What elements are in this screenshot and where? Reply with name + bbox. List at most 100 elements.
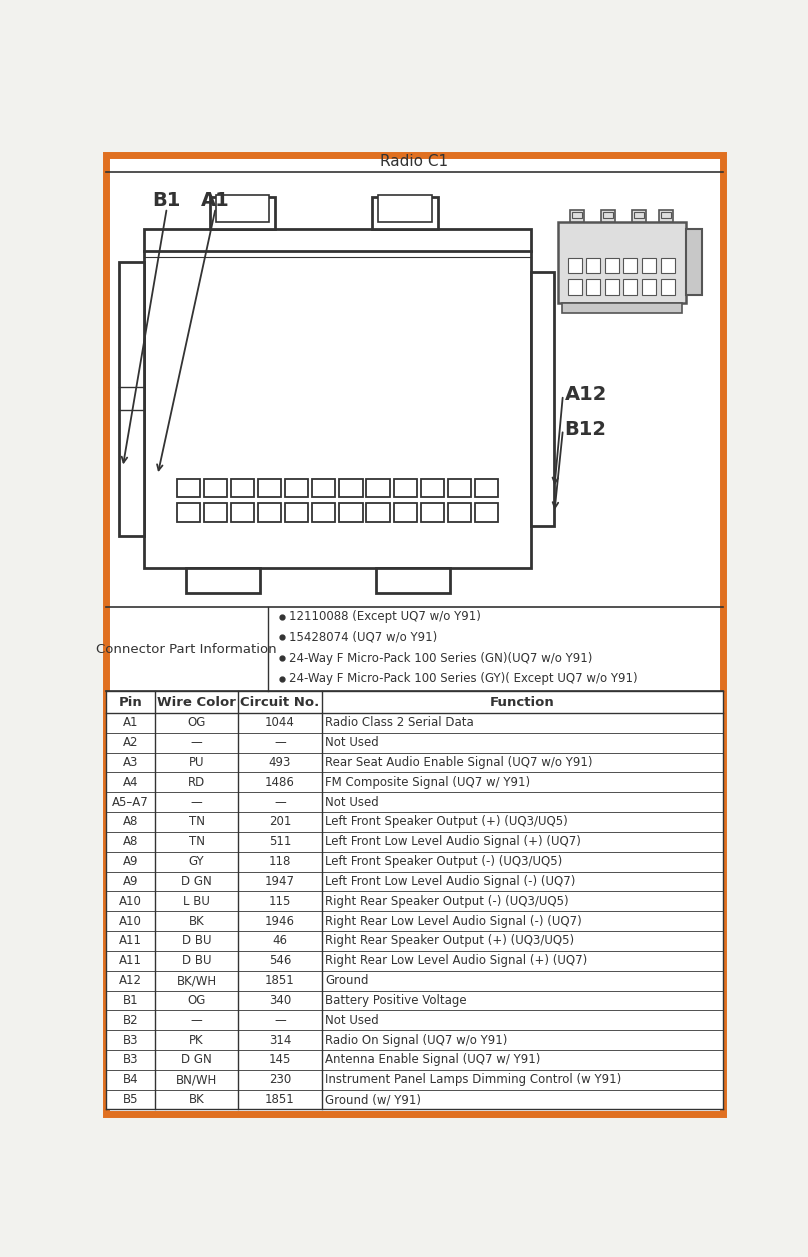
Bar — [258, 479, 281, 498]
Text: Battery Positive Voltage: Battery Positive Voltage — [326, 994, 467, 1007]
Text: Left Front Low Level Audio Signal (-) (UQ7): Left Front Low Level Audio Signal (-) (U… — [326, 875, 576, 887]
Bar — [187, 568, 260, 593]
Bar — [558, 221, 686, 303]
Bar — [216, 196, 269, 221]
Text: A2: A2 — [123, 737, 138, 749]
Text: Not Used: Not Used — [326, 796, 379, 808]
Text: B5: B5 — [123, 1094, 138, 1106]
Bar — [312, 479, 335, 498]
Text: A12: A12 — [119, 974, 142, 987]
Text: GY: GY — [189, 855, 204, 869]
Text: 1851: 1851 — [265, 1094, 295, 1106]
Text: B1: B1 — [123, 994, 138, 1007]
Bar — [106, 871, 722, 891]
Text: D BU: D BU — [182, 934, 212, 948]
Text: 24-Way F Micro-Pack 100 Series (GN)(UQ7 w/o Y91): 24-Way F Micro-Pack 100 Series (GN)(UQ7 … — [289, 651, 593, 665]
Text: L BU: L BU — [183, 895, 210, 908]
Bar — [686, 229, 701, 295]
Text: 15428074 (UQ7 w/o Y91): 15428074 (UQ7 w/o Y91) — [289, 631, 438, 644]
Text: Right Rear Low Level Audio Signal (+) (UQ7): Right Rear Low Level Audio Signal (+) (U… — [326, 954, 587, 968]
Bar — [106, 713, 722, 733]
Bar — [106, 991, 722, 1011]
Bar — [106, 772, 722, 792]
Bar — [258, 504, 281, 522]
Text: Pin: Pin — [119, 695, 142, 709]
Text: A1: A1 — [123, 716, 138, 729]
Text: TN: TN — [188, 816, 204, 828]
Text: BK/WH: BK/WH — [177, 974, 217, 987]
Text: Ground (w/ Y91): Ground (w/ Y91) — [326, 1094, 422, 1106]
Bar — [339, 479, 363, 498]
Text: 314: 314 — [269, 1033, 291, 1047]
Bar — [378, 196, 432, 221]
Text: 12110088 (Except UQ7 w/o Y91): 12110088 (Except UQ7 w/o Y91) — [289, 610, 482, 623]
Bar — [106, 931, 722, 950]
Bar — [106, 1031, 722, 1050]
Text: —: — — [274, 737, 286, 749]
Text: Radio On Signal (UQ7 w/o Y91): Radio On Signal (UQ7 w/o Y91) — [326, 1033, 507, 1047]
Text: Circuit No.: Circuit No. — [240, 695, 319, 709]
Bar — [144, 229, 531, 568]
Bar — [567, 258, 582, 273]
Bar — [642, 279, 656, 295]
Bar — [448, 504, 471, 522]
Text: Left Front Speaker Output (-) (UQ3/UQ5): Left Front Speaker Output (-) (UQ3/UQ5) — [326, 855, 562, 869]
Text: 546: 546 — [269, 954, 291, 968]
Bar — [106, 950, 722, 970]
Text: Right Rear Speaker Output (-) (UQ3/UQ5): Right Rear Speaker Output (-) (UQ3/UQ5) — [326, 895, 569, 908]
Text: B4: B4 — [123, 1073, 138, 1086]
Text: Function: Function — [490, 695, 554, 709]
Text: OG: OG — [187, 994, 206, 1007]
Bar — [393, 504, 417, 522]
Bar — [377, 568, 450, 593]
Text: BN/WH: BN/WH — [176, 1073, 217, 1086]
Text: Left Front Speaker Output (+) (UQ3/UQ5): Left Front Speaker Output (+) (UQ3/UQ5) — [326, 816, 568, 828]
Text: Radio C1: Radio C1 — [380, 155, 448, 170]
Text: —: — — [274, 796, 286, 808]
Text: A10: A10 — [119, 915, 141, 928]
Bar — [285, 504, 309, 522]
Bar — [632, 210, 646, 221]
Text: A4: A4 — [123, 776, 138, 789]
Bar — [312, 504, 335, 522]
Text: Ground: Ground — [326, 974, 369, 987]
Bar — [231, 504, 254, 522]
Bar — [106, 812, 722, 832]
Text: 145: 145 — [269, 1053, 291, 1066]
Text: 1946: 1946 — [265, 915, 295, 928]
Bar — [570, 210, 584, 221]
Text: Connector Part Information: Connector Part Information — [96, 642, 277, 656]
Bar — [106, 733, 722, 753]
Bar — [119, 261, 144, 535]
Text: RD: RD — [188, 776, 205, 789]
Bar — [106, 852, 722, 871]
Text: BK: BK — [189, 1094, 204, 1106]
Text: 46: 46 — [272, 934, 288, 948]
Text: Not Used: Not Used — [326, 737, 379, 749]
Text: PK: PK — [189, 1033, 204, 1047]
Bar — [661, 211, 671, 217]
Bar — [601, 210, 615, 221]
Text: TN: TN — [188, 836, 204, 848]
Bar — [285, 479, 309, 498]
Bar — [106, 970, 722, 991]
Text: B3: B3 — [123, 1053, 138, 1066]
Bar — [642, 258, 656, 273]
Bar — [562, 303, 682, 313]
Text: FM Composite Signal (UQ7 w/ Y91): FM Composite Signal (UQ7 w/ Y91) — [326, 776, 531, 789]
Text: Left Front Low Level Audio Signal (+) (UQ7): Left Front Low Level Audio Signal (+) (U… — [326, 836, 581, 848]
Bar — [372, 197, 438, 229]
Text: A3: A3 — [123, 755, 138, 769]
Bar — [106, 792, 722, 812]
Text: A9: A9 — [123, 875, 138, 887]
Text: PU: PU — [189, 755, 204, 769]
Text: D BU: D BU — [182, 954, 212, 968]
Text: 340: 340 — [269, 994, 291, 1007]
Bar — [177, 479, 200, 498]
Text: —: — — [191, 737, 203, 749]
Text: 1044: 1044 — [265, 716, 295, 729]
Text: Instrument Panel Lamps Dimming Control (w Y91): Instrument Panel Lamps Dimming Control (… — [326, 1073, 621, 1086]
Text: A11: A11 — [119, 954, 142, 968]
Bar — [106, 1011, 722, 1031]
Bar — [586, 279, 600, 295]
